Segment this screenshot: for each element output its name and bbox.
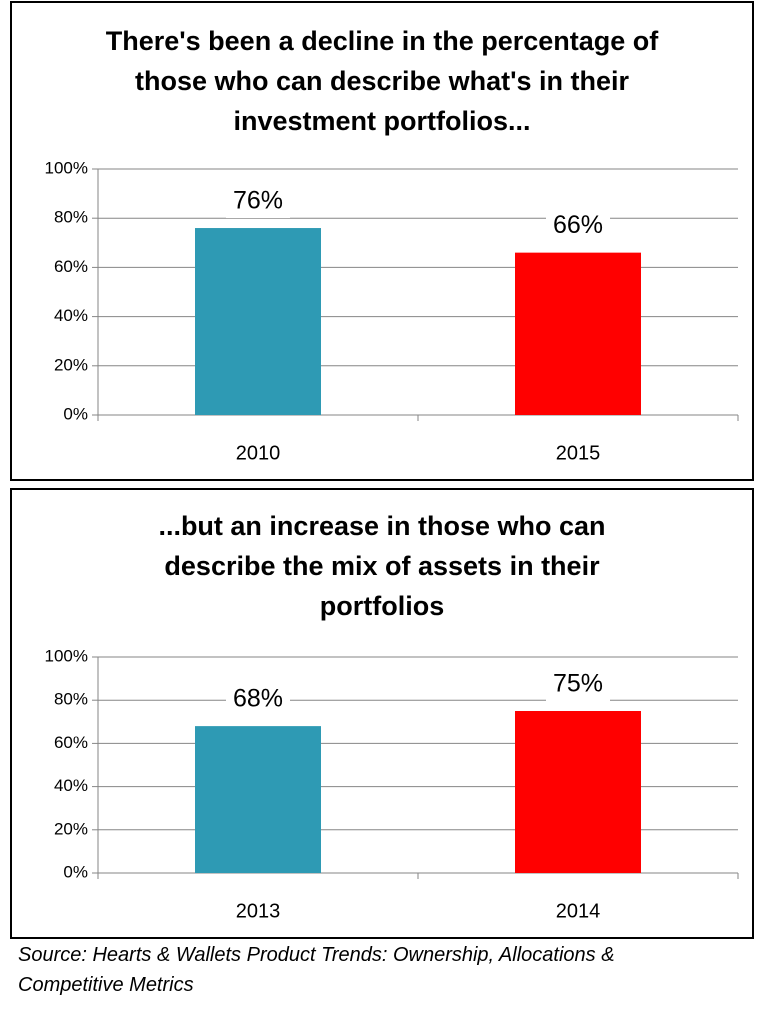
value-label: 68% [233,685,283,713]
value-label: 75% [553,670,603,698]
value-label: 76% [233,187,283,215]
y-tick-label: 60% [54,733,88,752]
chart-panel: 0% 20% 40% 60% 80% 100% 2010 76% 2015 66% There's … [10,1,754,481]
y-tick-label: 100% [45,646,88,665]
value-label-bg [226,184,290,219]
bar [195,228,321,415]
y-tick-label: 40% [54,306,88,325]
chart: 0% 20% 40% 60% 80% 100% 2013 68% 2014 75% [45,646,739,922]
y-tick-label: 20% [54,819,88,838]
x-tick-label: 2014 [556,900,601,922]
bar [515,711,641,873]
y-tick-label: 40% [54,776,88,795]
x-tick-label: 2013 [236,900,281,922]
bar [515,252,641,415]
value-label-bg [546,208,610,243]
y-tick-label: 80% [54,690,88,709]
bar [195,726,321,873]
y-tick-label: 100% [45,158,88,177]
x-tick-label: 2015 [556,442,601,464]
y-tick-label: 20% [54,355,88,374]
chart-title: There's been a decline in the percentage… [105,26,659,136]
y-tick-label: 80% [54,208,88,227]
value-label-bg [226,682,290,717]
chart: 0% 20% 40% 60% 80% 100% 2010 76% 2015 66% [45,158,739,464]
value-label: 66% [553,211,603,239]
y-tick-label: 0% [63,862,88,881]
chart-title: ...but an increase in those who can desc… [158,511,606,621]
y-tick-label: 0% [63,404,88,423]
chart-panel: 0% 20% 40% 60% 80% 100% 2013 68% 2014 75% ...but a… [10,488,754,939]
y-tick-label: 60% [54,257,88,276]
source-note: Source: Hearts & Wallets Product Trends:… [18,944,615,996]
value-label-bg [546,667,610,701]
x-tick-label: 2010 [236,442,281,464]
